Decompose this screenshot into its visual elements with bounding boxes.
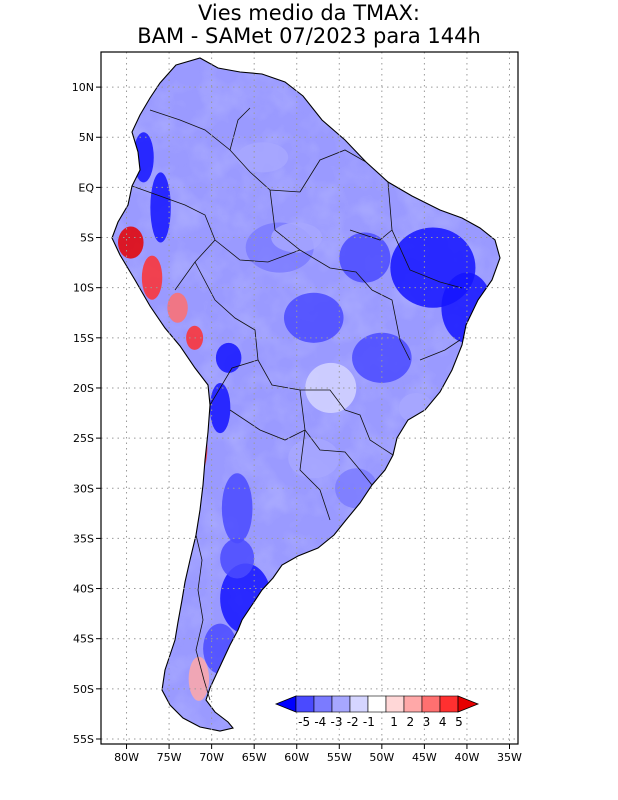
lat-label: 30S	[73, 482, 94, 495]
colorbar-segment	[331, 695, 351, 713]
colorbar-label: -2	[347, 715, 359, 729]
bias-patch	[174, 428, 199, 509]
bias-patch	[133, 132, 154, 183]
lat-label: 55S	[73, 733, 94, 746]
lon-label: 55W	[327, 751, 352, 764]
lon-label: 75W	[157, 751, 182, 764]
colorbar-segment	[421, 695, 441, 713]
colorbar-label: -1	[363, 715, 375, 729]
colorbar-label: -5	[298, 715, 310, 729]
colorbar-label: 4	[439, 715, 447, 729]
colorbar-label: 1	[390, 715, 398, 729]
bias-patch	[188, 656, 210, 701]
graticule	[101, 52, 518, 744]
bias-patch	[339, 232, 391, 283]
lon-label: 80W	[114, 751, 139, 764]
lat-label: 40S	[73, 583, 94, 596]
lat-label: 50S	[73, 683, 94, 696]
colorbar-segment	[349, 695, 369, 713]
bias-patch	[283, 292, 344, 343]
lat-label: 20S	[73, 382, 94, 395]
lat-label: 10S	[73, 282, 94, 295]
bias-patch	[215, 342, 242, 373]
bias-patch	[398, 392, 433, 424]
bias-patch	[221, 473, 253, 544]
colorbar: -5 -4 -3 -2 -1 1 2 3 4 5	[274, 695, 480, 729]
lon-label: 45W	[412, 751, 437, 764]
colorbar-label: 2	[406, 715, 414, 729]
bias-patch	[118, 226, 144, 259]
colorbar-label: -3	[331, 715, 343, 729]
lat-label: 5N	[79, 131, 94, 144]
lat-label: 5S	[80, 232, 94, 245]
colorbar-segment	[439, 695, 459, 713]
map-title-line-1: Vies medio da TMAX:	[198, 1, 420, 25]
bias-patch	[220, 538, 255, 579]
lon-label: 65W	[242, 751, 267, 764]
bias-patch	[167, 292, 188, 323]
bias-patch	[209, 382, 231, 434]
colorbar-label: 5	[455, 715, 463, 729]
lon-label: 40W	[455, 751, 480, 764]
bias-patch	[271, 222, 323, 253]
bias-patch	[352, 332, 412, 383]
lon-label: 35W	[497, 751, 522, 764]
lat-label: 15S	[73, 332, 94, 345]
colorbar-label: -4	[314, 715, 326, 729]
bias-patch	[150, 172, 171, 243]
colorbar-label: 3	[423, 715, 431, 729]
colorbar-segment	[403, 695, 423, 713]
map-title-line-2: BAM - SAMet 07/2023 para 144h	[137, 24, 481, 48]
lat-label: 35S	[73, 532, 94, 545]
lat-label: 25S	[73, 432, 94, 445]
lat-label: 45S	[73, 633, 94, 646]
bias-patch	[141, 255, 163, 300]
colorbar-segment	[385, 695, 405, 713]
bias-patch	[237, 142, 289, 173]
colorbar-high-arrow	[457, 695, 480, 713]
colorbar-segment	[313, 695, 333, 713]
map-frame	[100, 51, 519, 745]
bias-field	[112, 58, 500, 731]
lon-label: 70W	[199, 751, 224, 764]
colorbar-segment	[367, 695, 387, 713]
longitude-labels: 80W 75W 70W 65W 60W 55W 50W 45W 40W 35W	[114, 744, 522, 764]
lat-label: 10N	[72, 81, 94, 94]
lon-label: 50W	[369, 751, 394, 764]
colorbar-low-arrow	[274, 695, 297, 713]
latitude-labels: 10N 5N EQ 5S 10S 15S 20S 25S 30S 35S 40S 45S 50S 55S	[72, 81, 101, 746]
colorbar-segment	[295, 695, 315, 713]
lat-label: EQ	[78, 181, 94, 194]
bias-patch	[305, 362, 357, 414]
lon-label: 60W	[284, 751, 309, 764]
bias-patch	[288, 438, 340, 479]
